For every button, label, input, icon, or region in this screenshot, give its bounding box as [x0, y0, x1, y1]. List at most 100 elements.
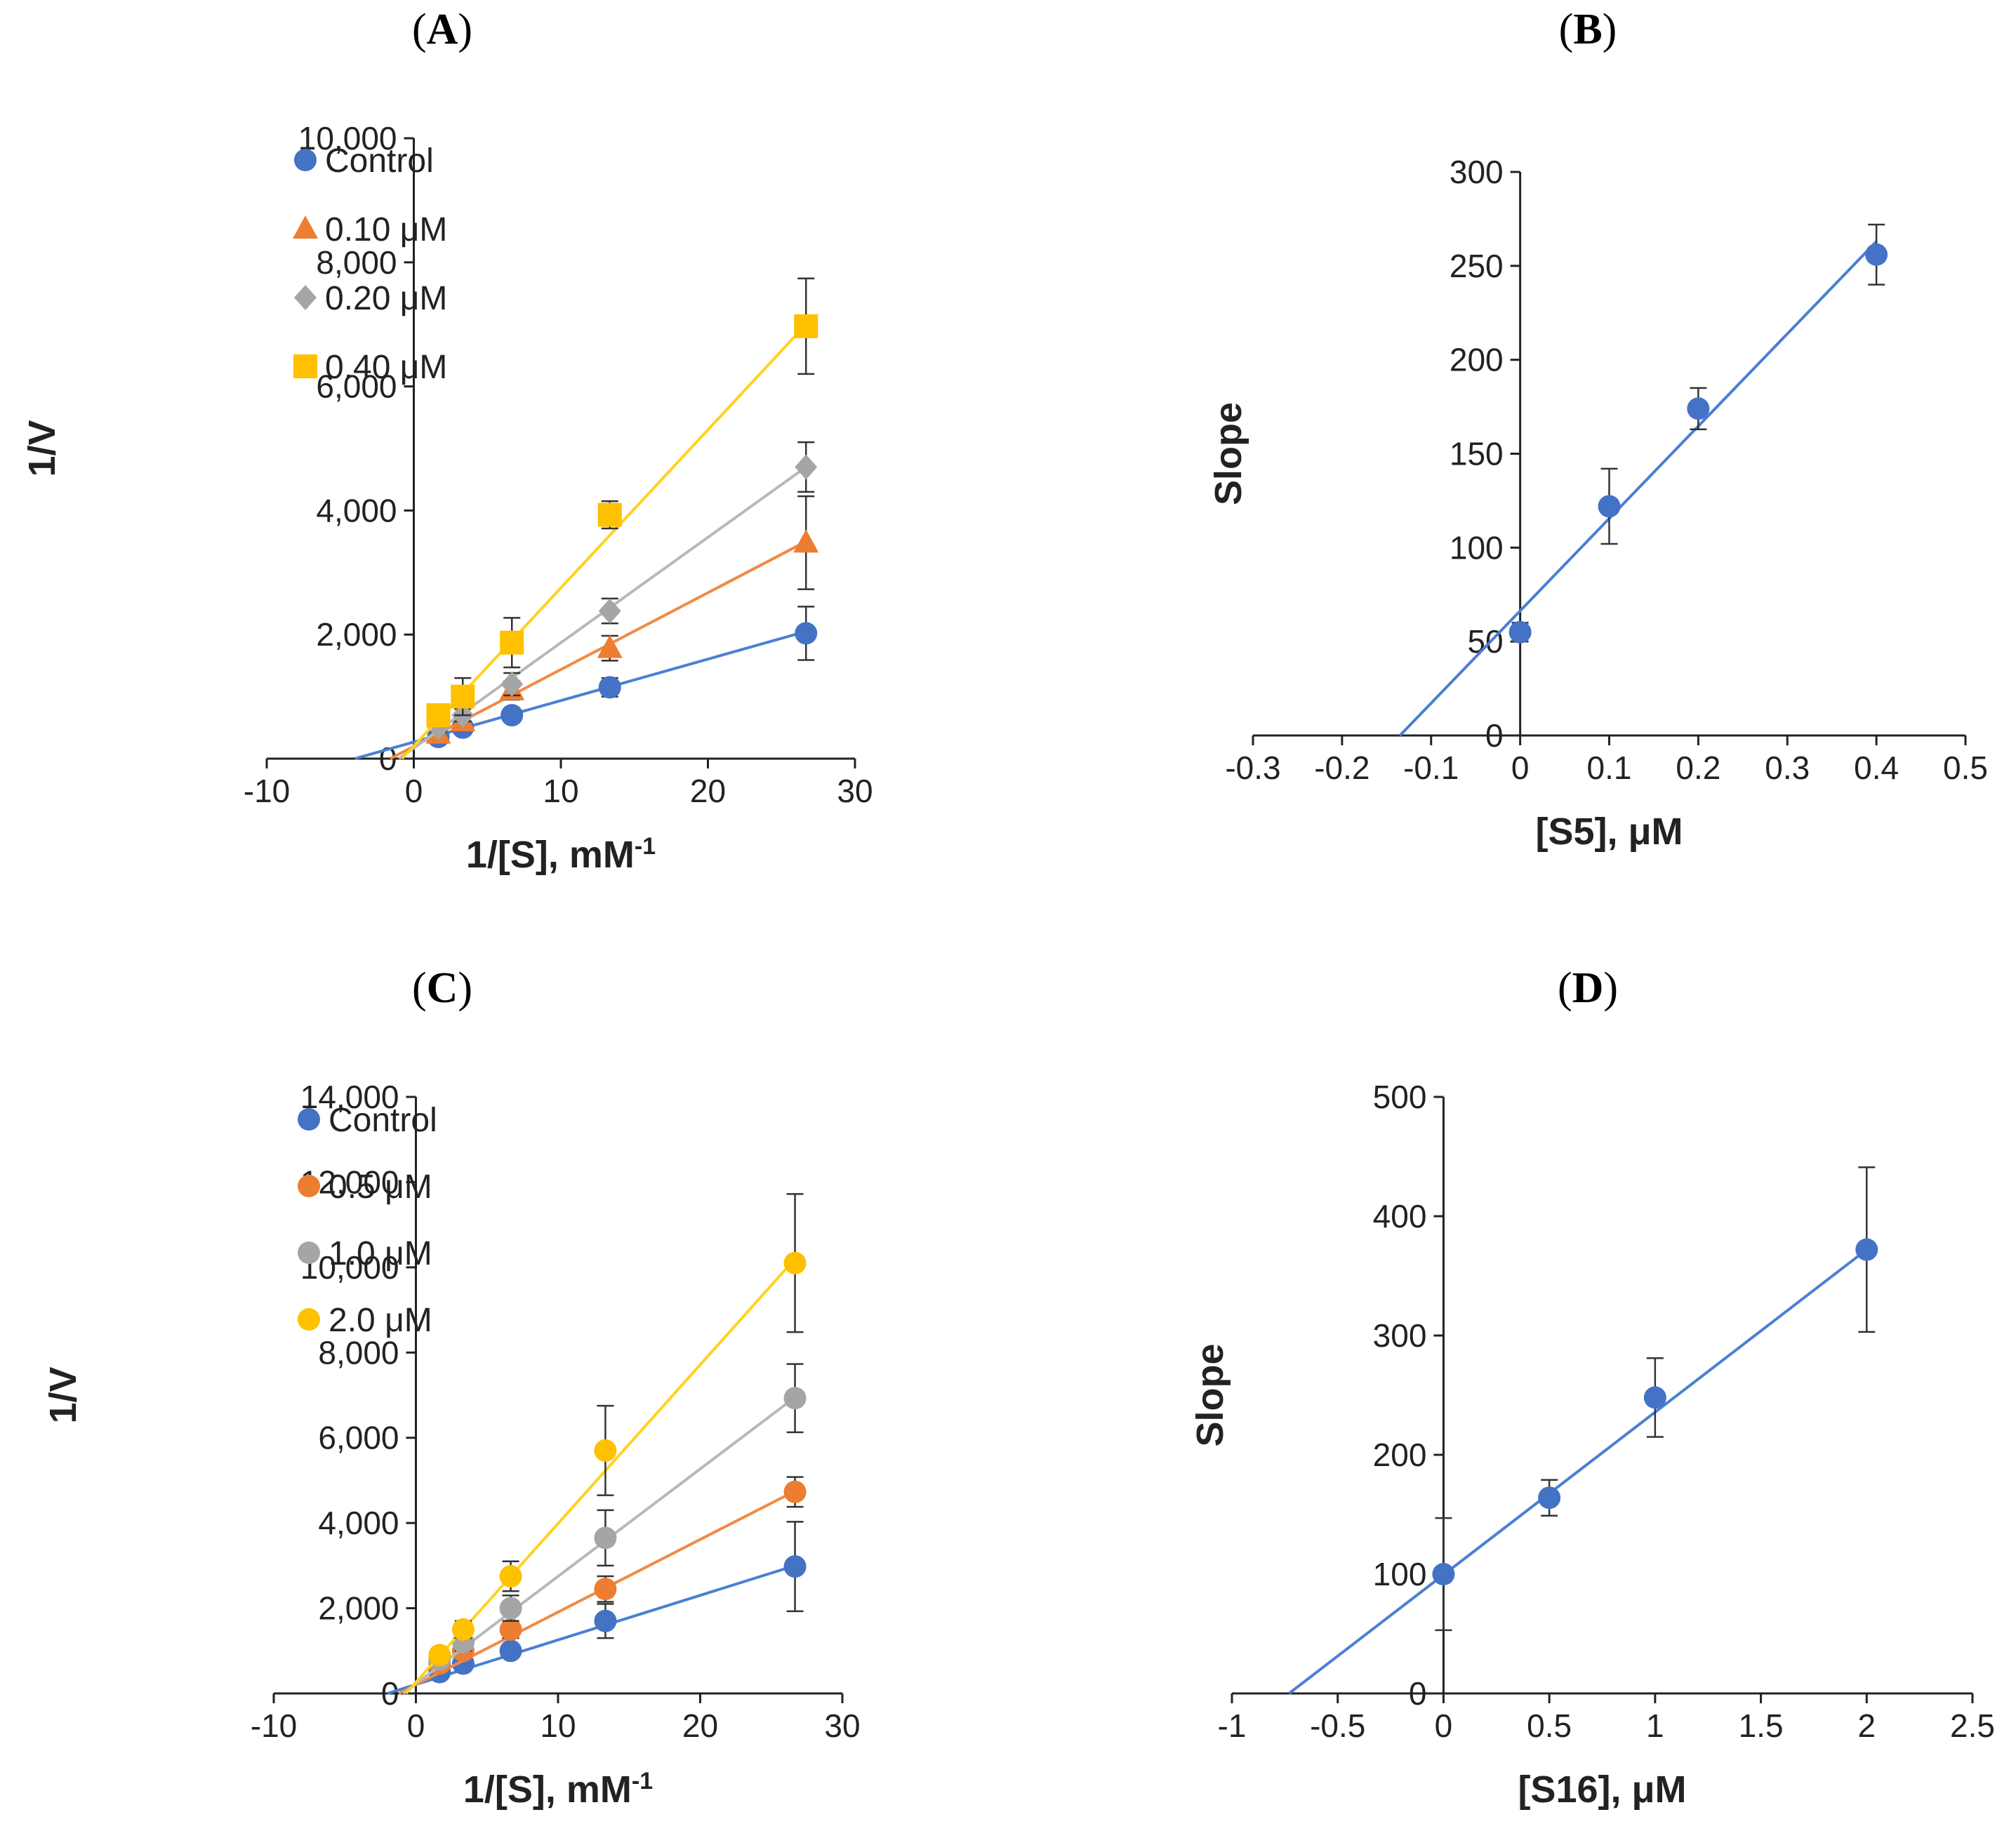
legend-marker	[298, 1175, 320, 1197]
y-tick-label: 2,000	[316, 616, 397, 653]
x-tick-label: 20	[682, 1707, 718, 1744]
y-tick-label: 200	[1373, 1437, 1427, 1473]
data-point	[783, 1555, 807, 1578]
data-point	[795, 454, 818, 480]
data-point	[598, 676, 621, 699]
y-tick-label: 300	[1450, 154, 1504, 190]
panel-label: A	[427, 6, 458, 53]
x-axis-label: [S16], μM	[1518, 1769, 1686, 1811]
chart-panel-b: (B) -0.3 -0.2 -0.1 0 0.1 0.2 0.3 0.4 0.5 0 50 100 150…	[1207, 6, 1988, 853]
data-point	[783, 1387, 807, 1410]
y-tick-label: 0	[379, 740, 397, 777]
fit-line	[387, 1564, 796, 1695]
x-tick-label: 0	[405, 773, 423, 809]
series-slope	[1288, 1166, 1878, 1695]
legend-marker	[298, 1108, 320, 1131]
panel-title: (D)	[1558, 964, 1618, 1012]
data-point	[499, 1597, 522, 1620]
x-tick-label: 30	[824, 1707, 860, 1744]
data-point	[1598, 495, 1621, 518]
data-point	[795, 622, 818, 645]
x-tick-label: -0.5	[1310, 1707, 1365, 1744]
x-tick-label: 0.1	[1587, 750, 1632, 786]
panel-title: (B)	[1559, 6, 1617, 53]
x-axis-label: 1/[S], mM-1	[463, 1768, 653, 1811]
data-point	[594, 1609, 617, 1632]
legend-label: 0.5 μM	[329, 1168, 432, 1206]
data-point	[597, 634, 623, 658]
y-tick-label: 6,000	[316, 368, 397, 405]
data-point	[500, 704, 524, 727]
x-tick-label: 0.3	[1765, 750, 1810, 786]
series-slope	[1398, 223, 1888, 737]
y-tick-label: 150	[1450, 436, 1504, 472]
x-axis-label-superscript: -1	[635, 833, 656, 860]
data-point	[499, 1618, 522, 1641]
y-axis-label: 1/V	[21, 420, 63, 477]
panel-title: (C)	[412, 964, 472, 1012]
y-tick-label: 0	[1485, 717, 1504, 754]
chart-panel-a: (A) -10 0 10 20 30 0 2,000 4,000 6,000 8,000 10,000…	[21, 6, 873, 876]
data-point	[793, 529, 819, 553]
y-tick-label: 2,000	[318, 1590, 399, 1627]
y-axis-label: Slope	[1207, 402, 1249, 505]
legend-marker	[293, 215, 318, 239]
data-point	[499, 1639, 522, 1663]
data-point	[1865, 243, 1888, 266]
data-point	[500, 630, 524, 655]
x-tick-label: -1	[1218, 1707, 1247, 1744]
panel-label: B	[1573, 6, 1602, 53]
x-tick-label: -0.2	[1314, 750, 1370, 786]
y-tick-label: 8,000	[316, 244, 397, 281]
x-tick-label: 1	[1646, 1707, 1664, 1744]
x-tick-label: 0.5	[1943, 750, 1988, 786]
x-tick-label: 0	[1435, 1707, 1453, 1744]
y-axis-label: 1/V	[42, 1366, 84, 1423]
legend-label: 1.0 μM	[329, 1235, 432, 1272]
data-point	[1643, 1386, 1666, 1409]
x-tick-label: 2.5	[1950, 1707, 1995, 1744]
x-tick-label: 2	[1857, 1707, 1876, 1744]
legend-marker	[298, 1241, 320, 1264]
data-point	[598, 598, 621, 624]
data-point	[1687, 397, 1710, 420]
y-tick-label: 100	[1373, 1556, 1427, 1592]
legend-marker	[298, 1308, 320, 1331]
legend-label: Control	[329, 1102, 437, 1139]
y-tick-label: 200	[1450, 342, 1504, 378]
data-point	[1538, 1486, 1561, 1510]
x-tick-label: 0	[1511, 750, 1530, 786]
x-tick-label: 0.4	[1854, 750, 1899, 786]
y-tick-label: 250	[1450, 248, 1504, 284]
data-point	[594, 1578, 617, 1601]
fit-line	[1398, 240, 1878, 737]
legend: Control 0.5 μM 1.0 μM 2.0 μM	[298, 1102, 437, 1339]
data-point	[451, 684, 475, 709]
y-axis-label: Slope	[1189, 1343, 1231, 1446]
data-point	[594, 1439, 617, 1462]
x-tick-label: 0	[407, 1707, 425, 1744]
data-point	[1855, 1238, 1878, 1261]
x-tick-label: -10	[244, 773, 290, 809]
legend-marker	[293, 354, 317, 378]
y-tick-label: 6,000	[318, 1420, 399, 1456]
legend-label: 2.0 μM	[329, 1302, 432, 1339]
data-point	[499, 1565, 522, 1588]
fit-line	[354, 630, 807, 760]
y-tick-label: 500	[1373, 1079, 1427, 1115]
panel-label: D	[1572, 964, 1604, 1012]
y-tick-label: 10,000	[298, 120, 397, 157]
series-2-0-m	[404, 1193, 807, 1695]
x-tick-label: 10	[540, 1707, 576, 1744]
panel-label: C	[427, 964, 458, 1012]
data-point	[426, 703, 451, 728]
data-point	[1432, 1563, 1455, 1585]
chart-panel-d: (D) -1 -0.5 0 0.5 1 1.5 2 2.5 0 100 200 300 400 500 [S1…	[1189, 964, 1995, 1811]
data-point	[1508, 620, 1532, 644]
data-point	[783, 1480, 807, 1503]
legend-marker	[294, 285, 317, 310]
y-tick-label: 50	[1467, 623, 1503, 660]
series-0-40-m	[401, 277, 818, 760]
legend-label: Control	[325, 142, 434, 180]
data-point	[597, 502, 622, 527]
